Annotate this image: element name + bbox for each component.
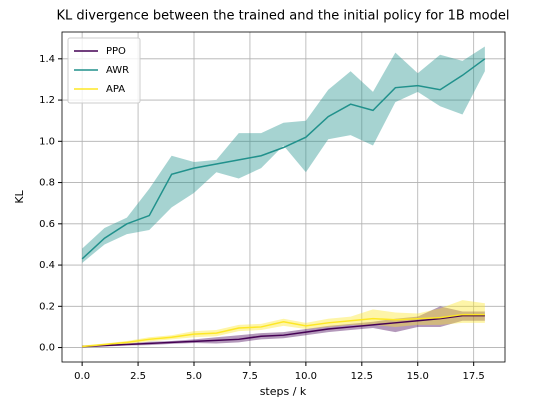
line	[81, 58, 486, 260]
line	[82, 313, 485, 348]
chart-title: KL divergence between the trained and th…	[57, 9, 510, 24]
x-tick-label: 5.0	[186, 371, 202, 382]
y-tick-label: 0.2	[39, 301, 55, 312]
x-axis-label: steps / k	[260, 385, 307, 398]
band	[82, 46, 485, 263]
y-tick-label: 1.0	[39, 136, 55, 147]
x-tick-label: 12.5	[351, 371, 373, 382]
legend-box	[67, 37, 141, 104]
y-tick-label: 1.2	[39, 95, 55, 106]
x-tick-label: 17.5	[463, 371, 485, 382]
y-tick-label: 1.4	[39, 54, 55, 65]
x-tick-label: 15.0	[407, 371, 429, 382]
x-tick-label: 7.5	[242, 371, 258, 382]
x-tick-label: 0.0	[74, 371, 90, 382]
y-tick-label: 0.0	[39, 343, 55, 354]
legend-label: AWR	[106, 65, 129, 76]
band	[82, 306, 485, 348]
legend-label: PPO	[106, 46, 126, 57]
y-tick-label: 0.4	[39, 260, 55, 271]
line	[82, 314, 485, 348]
y-axis-label: KL	[13, 189, 26, 203]
legend-label: APA	[106, 84, 125, 95]
x-tick-label: 2.5	[130, 371, 146, 382]
x-tick-label: 10.0	[295, 371, 317, 382]
y-tick-label: 0.8	[39, 178, 55, 189]
y-tick-label: 0.6	[39, 219, 55, 230]
plot-frame	[61, 31, 506, 363]
